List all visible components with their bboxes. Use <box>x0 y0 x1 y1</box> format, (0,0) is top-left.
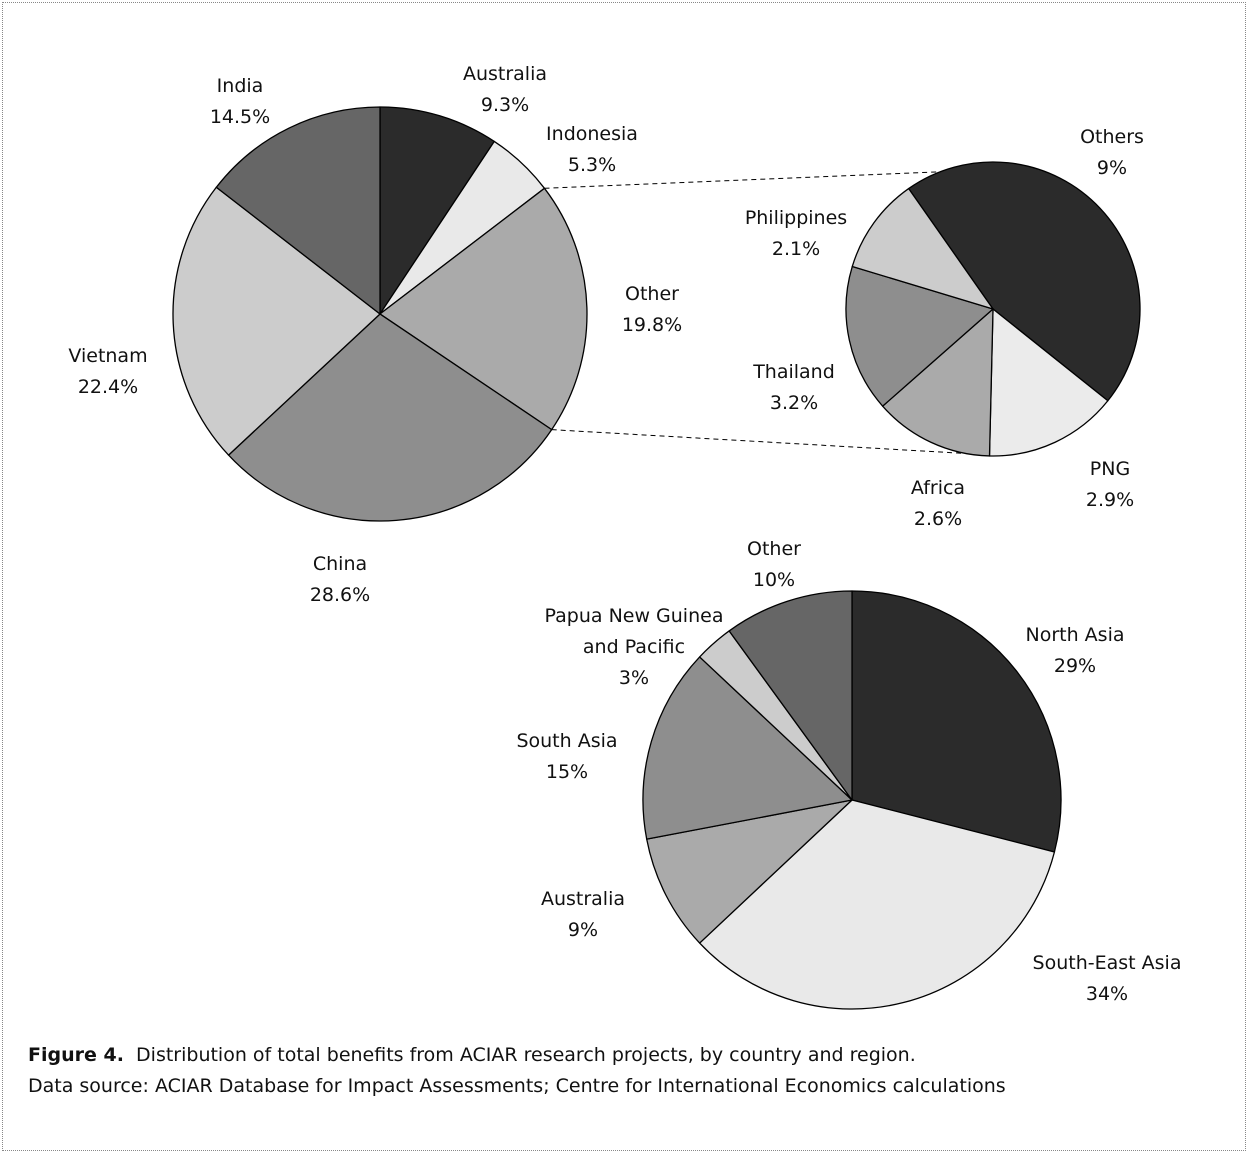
pie-slice-china <box>227 313 553 522</box>
slice-label-north-asia: North Asia 29% <box>1026 624 1125 677</box>
slice-label-australia: Australia 9.3% <box>463 63 547 116</box>
pie-slice-africa <box>882 308 994 457</box>
connector-bottom <box>551 429 1004 457</box>
slice-label-philippines: Philippines 2.1% <box>745 207 847 260</box>
pie-slice-thailand <box>845 265 994 407</box>
slice-label-papua-new-guinea-and-pacific: Papua New Guinea and Pacific 3% <box>545 605 724 689</box>
slice-label-indonesia: Indonesia 5.3% <box>546 123 638 176</box>
figure-label: Figure 4. <box>28 1044 124 1066</box>
region-pie: North Asia 29% South-East Asia 34% Australia… <box>516 538 1182 1010</box>
pie-slice-other <box>728 590 853 801</box>
pie-slice-others <box>908 161 1141 402</box>
pie-slice-north-asia <box>851 590 1062 853</box>
pie-slice-png <box>988 308 1109 457</box>
slice-label-others: Others 9% <box>1080 126 1144 179</box>
zoom-connector-lines <box>544 171 1004 457</box>
slice-label-australia: Australia 9% <box>541 888 625 941</box>
pie-slice-south-asia <box>642 656 853 840</box>
other-breakdown-pie: Others 9% PNG 2.9% Africa 2.6% Thailand 3.2% Phi… <box>745 126 1144 530</box>
slice-label-thailand: Thailand 3.2% <box>752 361 835 414</box>
slice-label-other: Other 10% <box>747 538 801 591</box>
slice-label-south-east-asia: South-East Asia 34% <box>1033 952 1182 1005</box>
slice-label-africa: Africa 2.6% <box>911 477 965 530</box>
caption-title-line: Figure 4. Distribution of total benefits… <box>28 1040 1218 1071</box>
slice-label-other: Other 19.8% <box>622 283 682 336</box>
slice-label-vietnam: Vietnam 22.4% <box>68 345 147 398</box>
country-pie: Australia 9.3% Indonesia 5.3% Other 19.8% Chin… <box>68 63 682 606</box>
pie-slice-australia <box>379 106 495 315</box>
pie-slice-india <box>215 106 381 315</box>
caption-title: Distribution of total benefits from ACIA… <box>136 1044 916 1066</box>
pie-slice-south-east-asia <box>699 799 1056 1010</box>
slice-label-india: India 14.5% <box>210 75 270 128</box>
figure-caption: Figure 4. Distribution of total benefits… <box>28 1040 1218 1102</box>
pie-slice-vietnam <box>172 186 381 456</box>
caption-source: Data source: ACIAR Database for Impact A… <box>28 1075 1006 1097</box>
pie-slice-philippines <box>851 187 994 310</box>
pie-slice-australia <box>646 799 853 944</box>
slice-label-png: PNG 2.9% <box>1086 458 1134 511</box>
figure-charts: Australia 9.3% Indonesia 5.3% Other 19.8% Chin… <box>68 63 1182 1010</box>
slice-label-china: China 28.6% <box>310 553 370 606</box>
connector-top <box>544 171 941 189</box>
slice-label-south-asia: South Asia 15% <box>516 730 617 783</box>
pie-slice-other <box>379 187 588 431</box>
